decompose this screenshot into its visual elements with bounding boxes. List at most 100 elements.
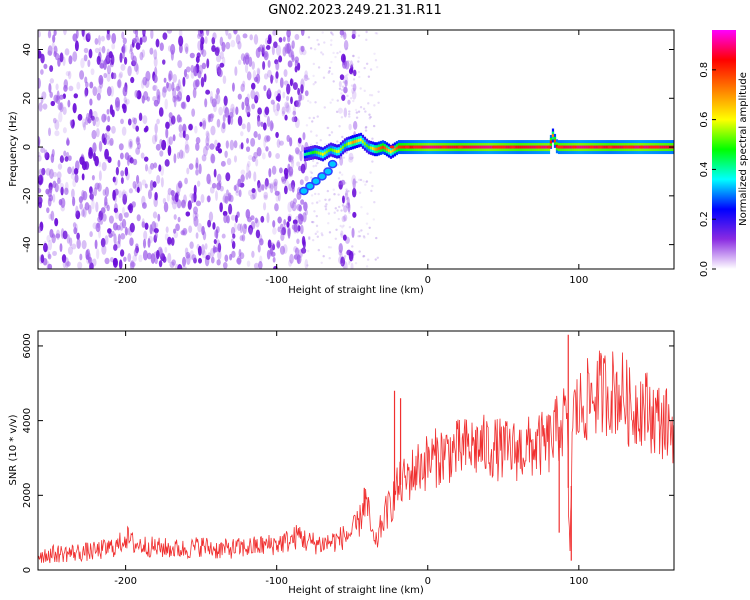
noise-blob <box>162 59 166 65</box>
noise-blob <box>259 238 264 246</box>
noise-blob <box>317 248 321 252</box>
noise-blob <box>182 130 186 139</box>
noise-blob <box>41 167 46 176</box>
noise-blob <box>272 220 276 228</box>
noise-blob <box>293 224 298 233</box>
noise-blob <box>141 221 146 228</box>
noise-blob <box>218 180 222 187</box>
noise-blob <box>368 226 371 230</box>
ridge-core <box>551 134 555 138</box>
noise-blob <box>282 244 288 254</box>
noise-blob <box>171 81 175 92</box>
noise-blob <box>330 72 334 76</box>
noise-blob <box>182 229 187 237</box>
noise-blob <box>46 261 50 269</box>
noise-blob <box>59 155 64 164</box>
noise-blob <box>134 90 139 98</box>
noise-blob <box>270 251 276 257</box>
noise-blob <box>72 102 77 114</box>
noise-blob <box>282 46 287 57</box>
ridge-core <box>439 145 443 149</box>
noise-blob <box>38 226 42 233</box>
noise-blob <box>365 62 369 66</box>
noise-blob <box>240 142 244 150</box>
noise-blob <box>177 216 181 223</box>
noise-blob <box>199 121 203 127</box>
noise-blob <box>270 242 275 251</box>
noise-blob <box>231 250 236 258</box>
noise-blob <box>291 116 297 123</box>
noise-blob <box>257 68 261 79</box>
noise-blob <box>263 73 269 80</box>
noise-blob <box>334 237 338 240</box>
noise-blob <box>315 201 319 204</box>
noise-blob <box>120 118 124 125</box>
ridge-core <box>333 149 337 153</box>
noise-blob <box>339 156 344 166</box>
noise-blob <box>274 59 279 65</box>
ridge-peak <box>441 145 447 149</box>
noise-blob <box>337 205 341 209</box>
noise-blob <box>236 257 242 265</box>
noise-blob <box>362 235 366 238</box>
noise-blob <box>219 185 224 192</box>
noise-blob <box>213 247 219 253</box>
noise-blob <box>55 233 61 239</box>
noise-blob <box>159 138 163 146</box>
noise-blob <box>283 225 287 236</box>
noise-blob <box>153 227 159 234</box>
noise-blob <box>87 256 93 265</box>
noise-blob <box>54 183 59 193</box>
noise-blob <box>233 140 238 149</box>
noise-blob <box>227 114 231 125</box>
noise-blob <box>351 227 355 238</box>
noise-blob <box>316 115 319 118</box>
noise-blob <box>52 34 56 43</box>
ridge-core <box>365 144 369 148</box>
noise-blob <box>345 252 348 255</box>
noise-blob <box>300 163 306 174</box>
noise-blob <box>178 35 184 47</box>
noise-blob <box>95 222 101 233</box>
noise-blob <box>38 175 41 182</box>
noise-blob <box>106 30 110 35</box>
noise-blob <box>314 81 317 84</box>
noise-blob <box>232 82 235 92</box>
noise-blob <box>38 136 41 147</box>
noise-blob <box>201 49 207 58</box>
noise-blob <box>334 55 337 59</box>
noise-blob <box>281 110 286 117</box>
ridge-core <box>567 145 571 149</box>
noise-blob <box>185 251 191 259</box>
ridge-core <box>455 145 459 149</box>
noise-blob <box>242 223 247 235</box>
noise-blob <box>351 72 354 76</box>
noise-blob <box>351 156 355 159</box>
noise-blob <box>212 32 217 40</box>
noise-blob <box>338 171 342 174</box>
noise-blob <box>287 227 291 239</box>
noise-blob <box>129 157 134 164</box>
ridge-core <box>307 151 311 155</box>
noise-blob <box>103 137 107 146</box>
noise-blob <box>267 69 272 78</box>
noise-blob <box>262 122 267 131</box>
noise-blob <box>117 159 121 168</box>
ridge-core <box>347 142 351 146</box>
noise-blob <box>216 173 222 183</box>
noise-blob <box>143 230 148 241</box>
noise-blob <box>374 258 377 261</box>
noise-blob <box>49 65 54 73</box>
noise-blob <box>71 188 75 199</box>
noise-blob <box>250 215 255 221</box>
noise-blob <box>316 235 320 238</box>
noise-blob <box>43 63 48 70</box>
noise-blob <box>133 248 138 257</box>
noise-blob <box>128 138 134 150</box>
noise-blob <box>54 217 59 227</box>
noise-blob <box>266 249 271 260</box>
noise-blob <box>111 125 116 134</box>
noise-blob <box>357 70 361 74</box>
noise-blob <box>274 190 280 196</box>
noise-blob <box>155 38 160 48</box>
